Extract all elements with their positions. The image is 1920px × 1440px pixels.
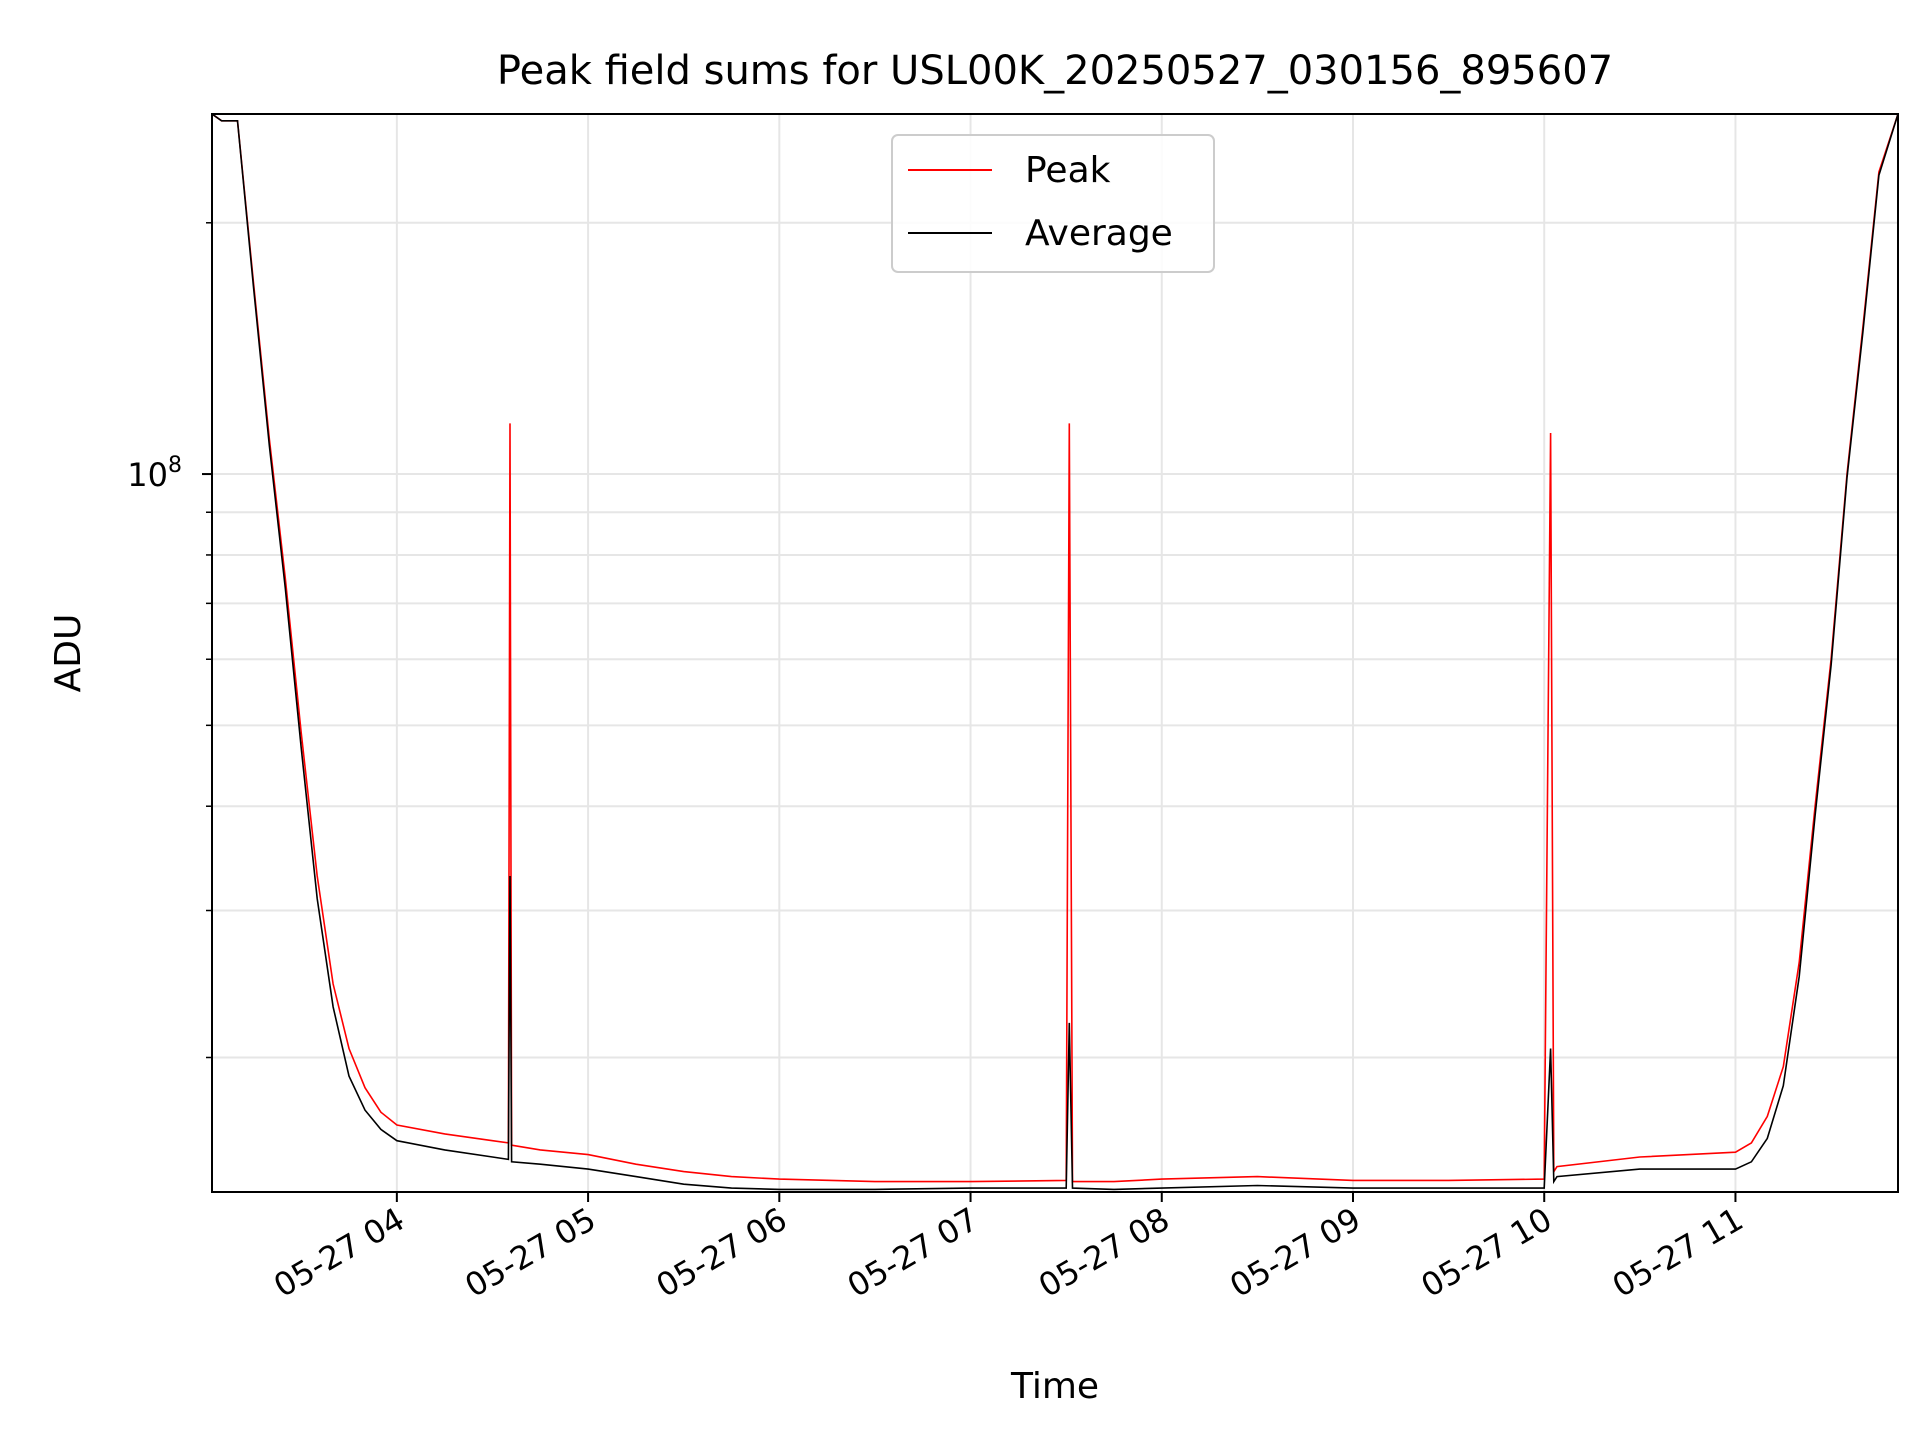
y-axis: 108 (127, 222, 212, 1059)
plot-lines (212, 114, 1898, 1191)
series-line-average (212, 114, 1898, 1191)
legend: Peak Average (891, 134, 1215, 273)
grid (212, 114, 1898, 1192)
series-line-peak (212, 114, 1898, 1183)
y-axis-label: ADU (48, 614, 89, 693)
series-layer (212, 114, 1898, 1191)
legend-label-average: Average (1025, 213, 1173, 254)
y-tick-label: 108 (127, 453, 182, 494)
x-axis-label: Time (1010, 1366, 1099, 1407)
chart-title: Peak field sums for USL00K_20250527_0301… (497, 48, 1613, 94)
legend-label-peak: Peak (1025, 150, 1111, 191)
plot-frame (211, 113, 1899, 1193)
